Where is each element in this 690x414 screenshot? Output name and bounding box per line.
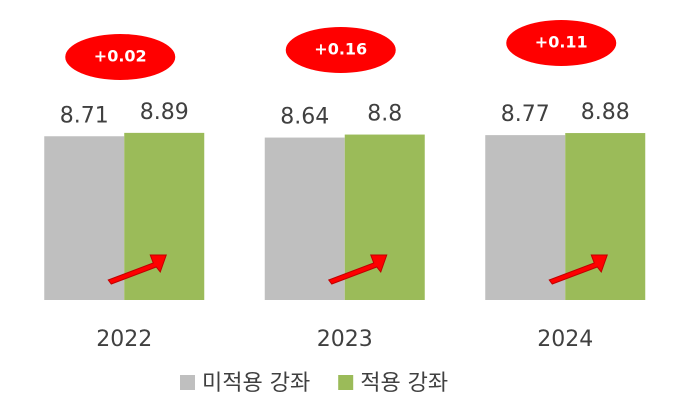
value-label: 8.8: [367, 102, 402, 127]
x-tick-label: 2022: [96, 327, 152, 352]
bar: [485, 135, 566, 300]
value-label: 8.89: [140, 100, 189, 125]
legend-swatch: [338, 375, 354, 390]
value-label: 8.71: [60, 103, 109, 128]
bar: [264, 137, 345, 300]
x-tick-label: 2024: [537, 327, 593, 352]
annotation-bubble: [285, 27, 396, 73]
annotation: +0.11: [535, 33, 588, 52]
legend-swatch: [180, 375, 195, 390]
legend-label: 미적용 강좌: [202, 371, 310, 396]
value-label: 8.88: [581, 100, 630, 125]
bar: [44, 136, 125, 300]
arrow: [107, 254, 167, 285]
arrow: [327, 254, 388, 285]
value-label: 8.64: [280, 105, 329, 130]
legend-label: 적용 강좌: [360, 371, 448, 396]
annotation: +0.16: [314, 40, 367, 59]
annotation: +0.02: [94, 47, 147, 66]
x-tick-label: 2023: [317, 327, 373, 352]
arrow: [548, 254, 608, 285]
value-label: 8.77: [501, 102, 550, 127]
annotation-bubble: [65, 34, 176, 80]
annotation-bubble: [506, 20, 617, 66]
bar: [344, 134, 425, 300]
